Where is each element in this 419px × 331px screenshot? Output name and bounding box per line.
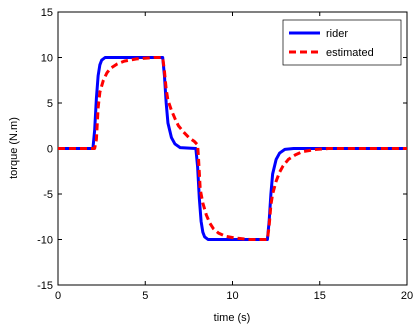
x-axis-label: time (s) [214, 312, 251, 324]
y-tick-label: 5 [47, 98, 53, 110]
y-tick-label: 0 [47, 144, 53, 156]
legend: rider estimated [282, 19, 402, 66]
y-tick-label: -15 [37, 280, 53, 292]
legend-label-rider: rider [326, 28, 348, 40]
y-tick-label: 10 [41, 53, 53, 65]
series-line-estimated [58, 56, 407, 241]
series-line-rider [58, 56, 407, 241]
legend-label-estimated: estimated [326, 47, 374, 59]
x-tick-label: 10 [226, 290, 238, 302]
x-tick-label: 0 [55, 290, 61, 302]
tick-labels: 0 5 10 15 20 -15 -10 -5 0 5 10 15 [37, 7, 413, 302]
y-tick-label: -5 [43, 189, 53, 201]
series-layer [58, 56, 407, 241]
y-tick-label: -10 [37, 235, 53, 247]
y-tick-label: 15 [41, 7, 53, 19]
legend-box [282, 19, 402, 66]
x-tick-label: 5 [142, 290, 148, 302]
x-tick-label: 20 [401, 290, 413, 302]
x-tick-label: 15 [314, 290, 326, 302]
y-axis-label: torque (N.m) [8, 117, 20, 179]
